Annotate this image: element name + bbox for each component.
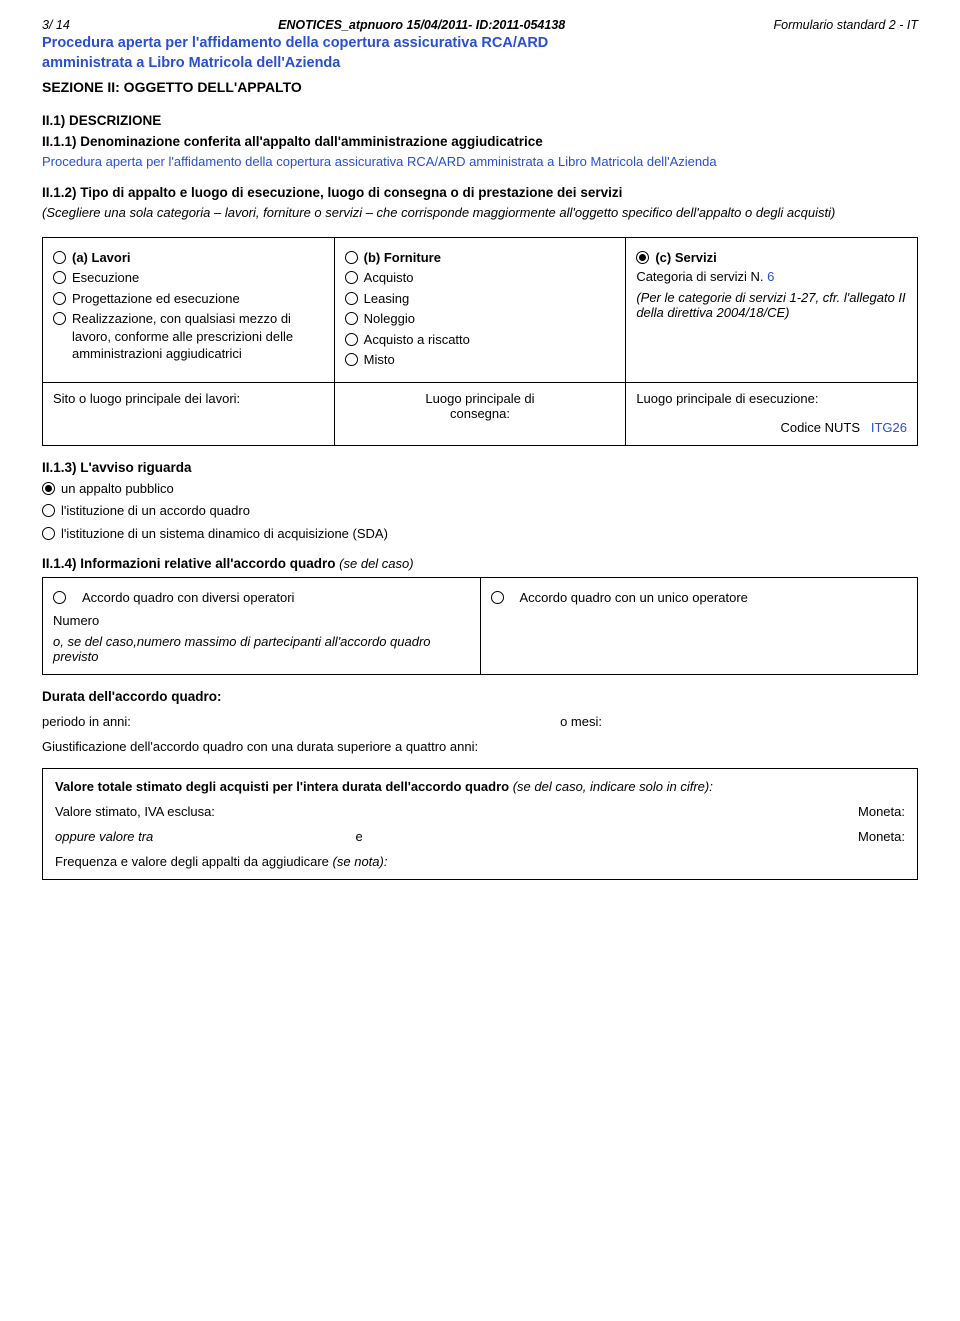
radio-works-o2[interactable] — [53, 292, 66, 305]
accordo-left-l2-text: o, se del caso,numero massimo di parteci… — [53, 634, 431, 664]
nuts-line: Codice NUTS ITG26 — [636, 420, 907, 435]
radio-works[interactable] — [53, 251, 66, 264]
avviso-o3: l'istituzione di un sistema dinamico di … — [61, 525, 388, 543]
estimate-line1: Valore totale stimato degli acquisti per… — [55, 779, 905, 794]
radio-supplies-o4[interactable] — [345, 333, 358, 346]
cell-services: (c) Servizi Categoria di servizi N. 6 (P… — [626, 237, 918, 382]
cell-site-works: Sito o luogo principale dei lavori: — [43, 382, 335, 445]
document-title: Procedura aperta per l'affidamento della… — [42, 34, 918, 73]
row2-c2: Luogo principale di consegna: — [395, 391, 565, 421]
title-line-1: Procedura aperta per l'affidamento della… — [42, 34, 918, 54]
estimate-l4-suffix: (se nota): — [333, 854, 388, 869]
estimate-l3b: e — [356, 829, 363, 844]
ii-1-heading: II.1) DESCRIZIONE — [42, 113, 918, 128]
estimate-l4-prefix: Frequenza e valore degli appalti da aggi… — [55, 854, 329, 869]
estimate-line3: oppure valore tra e Moneta: — [55, 829, 905, 844]
supplies-o4: Acquisto a riscatto — [364, 331, 470, 349]
ii-1-3-heading: II.1.3) L'avviso riguarda — [42, 460, 918, 475]
nuts-label: Codice NUTS — [781, 420, 860, 435]
title-line-2: amministrata a Libro Matricola dell'Azie… — [42, 54, 918, 74]
estimate-line2: Valore stimato, IVA esclusa: Moneta: — [55, 804, 905, 819]
estimate-box: Valore totale stimato degli acquisti per… — [42, 768, 918, 880]
nuts-code: ITG26 — [871, 420, 907, 435]
header-right: Formulario standard 2 - IT — [773, 18, 918, 32]
ii-1-4-heading-suffix: (se del caso) — [339, 556, 413, 571]
durata-years: periodo in anni: — [42, 714, 131, 729]
accordo-quadro-table: Accordo quadro con diversi operatori Num… — [42, 577, 918, 675]
services-note: (Per le categorie di servizi 1-27, cfr. … — [636, 290, 907, 320]
radio-supplies-o2[interactable] — [345, 292, 358, 305]
works-title: (a) Lavori — [72, 249, 131, 267]
estimate-moneta-2: Moneta: — [858, 829, 905, 844]
cell-supplies: (b) Forniture Acquisto Leasing Noleggio … — [334, 237, 626, 382]
estimate-l2: Valore stimato, IVA esclusa: — [55, 804, 215, 819]
accordo-left-l2: o, se del caso,numero massimo di parteci… — [53, 634, 470, 664]
radio-supplies[interactable] — [345, 251, 358, 264]
accordo-right-cell: Accordo quadro con un unico operatore — [480, 578, 918, 675]
accordo-left-cell: Accordo quadro con diversi operatori Num… — [43, 578, 481, 675]
radio-services[interactable] — [636, 251, 649, 264]
estimate-moneta-1: Moneta: — [858, 804, 905, 819]
durata-months: o mesi: — [560, 714, 602, 729]
durata-heading: Durata dell'accordo quadro: — [42, 689, 918, 704]
ii-1-1-heading: II.1.1) Denominazione conferita all'appa… — [42, 134, 918, 149]
services-cat-label: Categoria di servizi N. — [636, 269, 763, 284]
ii-1-4-heading-prefix: II.1.4) Informazioni relative all'accord… — [42, 556, 336, 571]
cell-site-supplies: Luogo principale di consegna: — [334, 382, 626, 445]
estimate-line1-prefix: Valore totale stimato degli acquisti per… — [55, 779, 509, 794]
radio-works-o3[interactable] — [53, 312, 66, 325]
works-o1: Esecuzione — [72, 269, 139, 287]
works-o3: Realizzazione, con qualsiasi mezzo di la… — [72, 310, 324, 363]
radio-supplies-o1[interactable] — [345, 271, 358, 284]
radio-supplies-o3[interactable] — [345, 312, 358, 325]
supplies-o2: Leasing — [364, 290, 410, 308]
ii-1-4-heading: II.1.4) Informazioni relative all'accord… — [42, 556, 918, 571]
services-category-line: Categoria di servizi N. 6 — [636, 269, 907, 284]
section-heading: SEZIONE II: OGGETTO DELL'APPALTO — [42, 79, 918, 95]
radio-avviso-o1[interactable] — [42, 482, 55, 495]
cell-site-services: Luogo principale di esecuzione: Codice N… — [626, 382, 918, 445]
services-cat-num: 6 — [767, 269, 774, 284]
avviso-o1: un appalto pubblico — [61, 480, 174, 498]
ii-1-2-note: (Scegliere una sola categoria – lavori, … — [42, 204, 918, 222]
ii-1-3-options: un appalto pubblico l'istituzione di un … — [42, 480, 918, 543]
row2-c2-text: Luogo principale di consegna: — [425, 391, 534, 421]
radio-accordo-diversi[interactable] — [53, 591, 66, 604]
radio-works-o1[interactable] — [53, 271, 66, 284]
page-number: 3/ 14 — [42, 18, 70, 32]
ii-1-1-text: Procedura aperta per l'affidamento della… — [42, 153, 918, 171]
header-center: ENOTICES_atpnuoro 15/04/2011- ID:2011-05… — [278, 18, 565, 32]
works-o2: Progettazione ed esecuzione — [72, 290, 240, 308]
durata-row: periodo in anni: o mesi: — [42, 714, 602, 729]
estimate-line4: Frequenza e valore degli appalti da aggi… — [55, 854, 905, 869]
row2-c1: Sito o luogo principale dei lavori: — [53, 391, 240, 406]
supplies-o3: Noleggio — [364, 310, 415, 328]
accordo-right-opt: Accordo quadro con un unico operatore — [520, 589, 748, 607]
radio-avviso-o3[interactable] — [42, 527, 55, 540]
avviso-o2: l'istituzione di un accordo quadro — [61, 502, 250, 520]
radio-avviso-o2[interactable] — [42, 504, 55, 517]
radio-accordo-unico[interactable] — [491, 591, 504, 604]
accordo-left-l1: Numero — [53, 613, 470, 628]
radio-supplies-o5[interactable] — [345, 353, 358, 366]
estimate-l3a: oppure valore tra — [55, 829, 153, 844]
supplies-o1: Acquisto — [364, 269, 414, 287]
estimate-line1-suffix: (se del caso, indicare solo in cifre): — [513, 779, 713, 794]
supplies-o5: Misto — [364, 351, 395, 369]
ii-1-2-heading: II.1.2) Tipo di appalto e luogo di esecu… — [42, 185, 918, 200]
durata-just: Giustificazione dell'accordo quadro con … — [42, 739, 918, 754]
cell-works: (a) Lavori Esecuzione Progettazione ed e… — [43, 237, 335, 382]
services-title: (c) Servizi — [655, 249, 716, 267]
page-header: 3/ 14 ENOTICES_atpnuoro 15/04/2011- ID:2… — [42, 18, 918, 32]
appalto-type-table: (a) Lavori Esecuzione Progettazione ed e… — [42, 237, 918, 446]
row2-c3: Luogo principale di esecuzione: — [636, 391, 907, 406]
accordo-left-opt: Accordo quadro con diversi operatori — [82, 589, 294, 607]
supplies-title: (b) Forniture — [364, 249, 441, 267]
